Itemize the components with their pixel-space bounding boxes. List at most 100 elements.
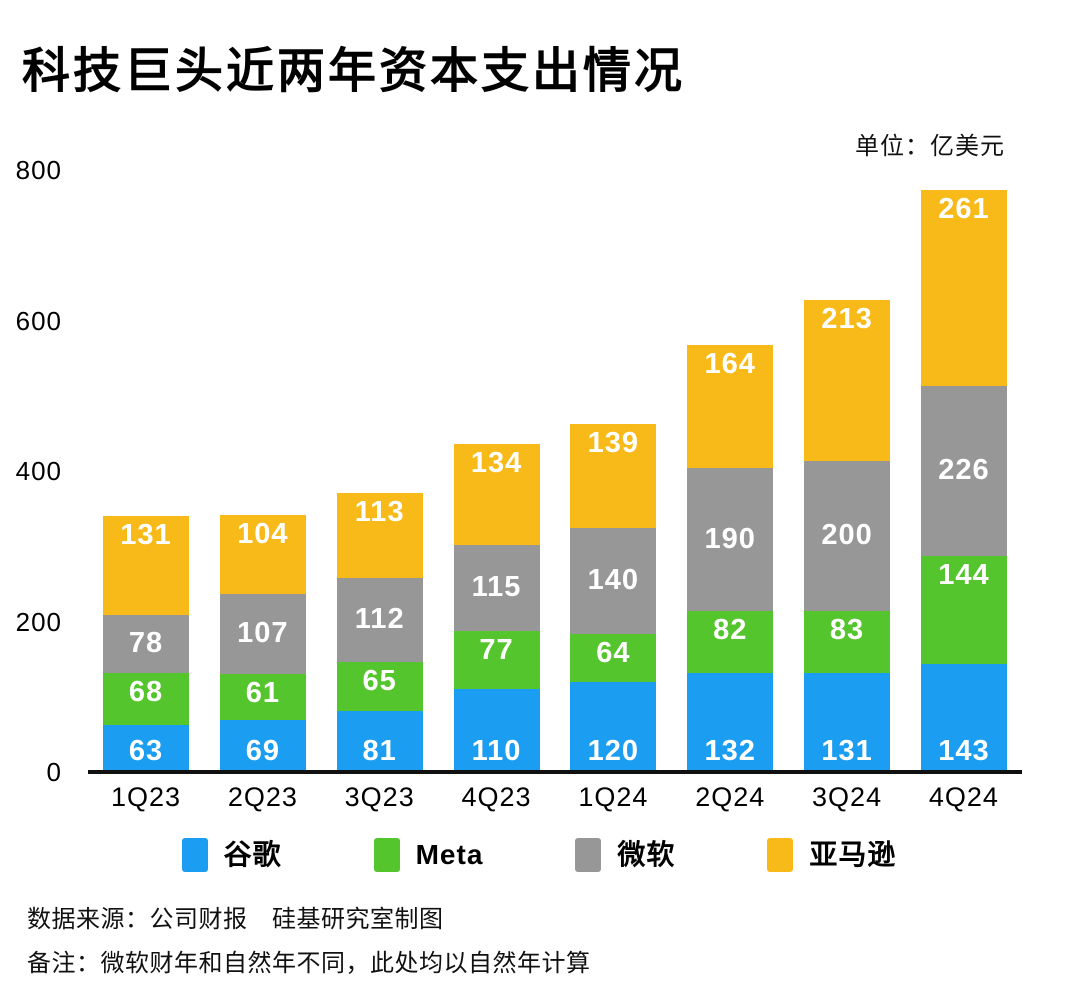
source-note: 数据来源：公司财报 硅基研究室制图 [27,906,444,933]
value-label: 69 [245,734,280,767]
x-tick-label: 1Q24 [578,782,649,812]
value-label: 134 [470,446,523,479]
bar-segment: 107 [219,593,306,675]
bar-segment: 164 [687,344,774,469]
bar-segment: 112 [336,577,423,663]
legend-item: 微软 [575,838,675,872]
bar-segment: 134 [453,443,540,545]
bar-segment: 120 [570,681,657,772]
value-label: 131 [821,734,873,767]
value-label: 104 [237,518,289,551]
bar-segment: 131 [804,673,891,772]
bar-segment: 213 [804,300,891,461]
value-label: 213 [821,303,873,336]
y-tick-label: 200 [15,606,62,637]
bar-segment: 63 [103,724,189,772]
bar-segment: 77 [453,631,540,690]
value-label: 78 [128,627,164,660]
bar-segment: 140 [570,528,657,634]
value-label: 261 [938,192,990,225]
bar-segment: 104 [219,515,306,594]
bar-1q24: 120 64 140 139 [570,423,657,772]
legend-label: Meta [415,839,484,870]
bar-segment: 83 [804,610,891,674]
plot-area: 63 68 78 131 69 61 107 104 81 65 112 113 110 77 115 134… [88,170,1022,774]
bar-segment: 261 [920,189,1007,387]
bar-segment: 82 [687,611,774,673]
bar-segment: 200 [804,460,891,611]
bar-segment: 139 [570,423,657,529]
bar-4q23: 110 77 115 134 [453,443,540,772]
legend-item: Meta [373,838,484,872]
value-label: 164 [704,347,756,380]
y-tick-label: 0 [46,757,62,787]
legend-label: 谷歌 [223,839,282,870]
value-label: 131 [120,519,172,552]
bar-segment: 226 [920,386,1007,557]
bar-segment: 64 [570,633,657,682]
bar-2q24: 132 82 190 164 [687,344,774,772]
x-tick-label: 2Q23 [227,782,298,812]
bar-segment: 61 [219,674,306,721]
legend-label: 微软 [617,839,676,870]
bar-4q24: 143 144 226 261 [920,189,1007,772]
value-label: 143 [938,734,990,767]
value-label: 120 [587,734,640,767]
x-tick-label: 3Q24 [812,782,883,812]
value-label: 77 [479,634,514,667]
value-label: 68 [128,676,164,709]
y-tick-label: 600 [15,305,62,336]
x-axis-labels: 1Q23 2Q23 3Q23 4Q23 1Q24 2Q24 3Q24 4Q24 [88,782,1022,813]
bar-segment: 131 [103,516,189,615]
value-label: 140 [587,564,640,597]
bar-segment: 78 [103,614,189,674]
value-label: 112 [354,603,405,636]
x-tick-label: 4Q24 [928,782,999,812]
value-label: 200 [821,519,873,552]
value-label: 107 [237,617,289,650]
legend-item: 亚马逊 [767,838,896,872]
x-tick-label: 4Q23 [461,782,532,812]
value-label: 115 [471,571,522,604]
x-tick-label: 1Q23 [110,782,182,812]
x-axis-line [88,770,1022,774]
bar-3q24: 131 83 200 213 [804,300,891,772]
y-axis: 0 200 400 600 800 [0,157,62,785]
value-label: 190 [704,522,756,555]
y-tick-label: 400 [15,456,62,486]
legend-swatch [575,838,602,872]
bar-2q23: 69 61 107 104 [219,515,306,772]
bar-segment: 81 [336,711,423,772]
legend-swatch [767,838,794,872]
value-label: 64 [596,636,631,669]
legend-swatch [181,838,208,872]
value-label: 226 [938,454,990,487]
bar-segment: 69 [219,720,306,772]
y-tick-label: 800 [15,155,62,185]
legend-swatch [373,838,400,872]
x-tick-label: 3Q23 [344,782,415,812]
value-label: 81 [362,734,397,767]
value-label: 65 [362,665,397,698]
value-label: 83 [829,613,865,646]
bar-3q23: 81 65 112 113 [336,492,423,772]
legend: 谷歌 Meta 微软 亚马逊 [0,838,1078,872]
bar-segment: 110 [453,689,540,772]
value-label: 110 [471,734,522,767]
bar-segment: 113 [336,492,423,578]
bar-segment: 68 [103,673,189,725]
bars-container: 63 68 78 131 69 61 107 104 81 65 112 113 110 77 115 134… [88,170,1022,772]
unit-label: 单位：亿美元 [855,133,1005,160]
bar-segment: 143 [920,664,1007,772]
value-label: 132 [704,734,756,767]
bar-segment: 65 [336,662,423,712]
bar-segment: 132 [687,672,774,772]
bar-segment: 115 [453,544,540,632]
value-label: 144 [938,559,990,592]
value-label: 82 [713,614,748,646]
value-label: 61 [245,677,280,710]
x-tick-label: 2Q24 [695,782,766,812]
bar-1q23: 63 68 78 131 [103,516,189,772]
calc-note: 备注：微软财年和自然年不同，此处均以自然年计算 [27,950,591,977]
